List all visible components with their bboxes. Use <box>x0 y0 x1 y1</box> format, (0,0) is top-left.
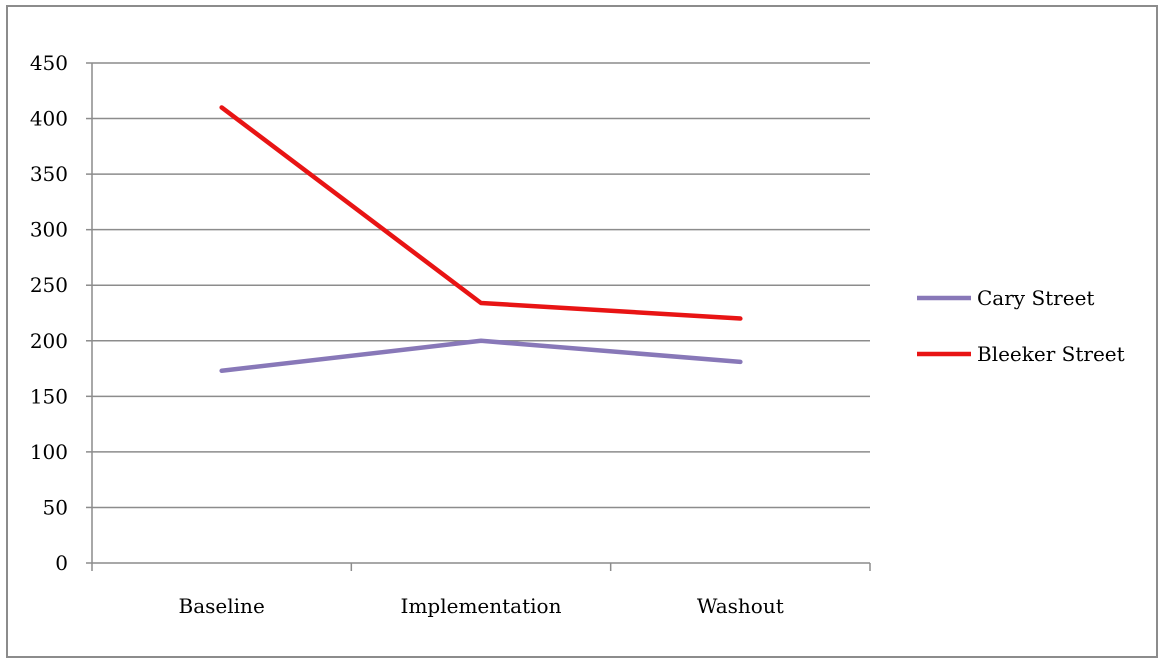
gridlines <box>92 62 870 509</box>
y-tick-label: 150 <box>30 384 68 408</box>
series-line-bleeker-street <box>219 105 743 321</box>
y-tick-label: 400 <box>30 107 68 131</box>
x-tick-labels: Baseline Implementation Washout <box>179 594 784 618</box>
legend: Cary Street Bleeker Street <box>917 286 1125 366</box>
y-tick-label: 250 <box>30 273 68 297</box>
y-tick-label: 0 <box>55 551 68 575</box>
y-tick-label: 50 <box>43 495 68 519</box>
x-tick-label: Washout <box>697 594 784 618</box>
chart-frame <box>6 5 1158 658</box>
legend-label: Bleeker Street <box>977 342 1125 366</box>
axes <box>86 62 871 571</box>
y-tick-labels: 0 50 100 150 200 250 300 350 400 450 <box>30 51 68 575</box>
y-tick-label: 350 <box>30 162 68 186</box>
series-lines <box>219 105 743 374</box>
x-tick-label: Implementation <box>401 594 562 618</box>
y-tick-label: 200 <box>30 329 68 353</box>
y-tick-label: 100 <box>30 440 68 464</box>
y-tick-label: 300 <box>30 218 68 242</box>
series-line-cary-street <box>219 338 743 374</box>
y-tick-label: 450 <box>30 51 68 75</box>
x-tick-label: Baseline <box>179 594 265 618</box>
legend-label: Cary Street <box>977 286 1094 310</box>
